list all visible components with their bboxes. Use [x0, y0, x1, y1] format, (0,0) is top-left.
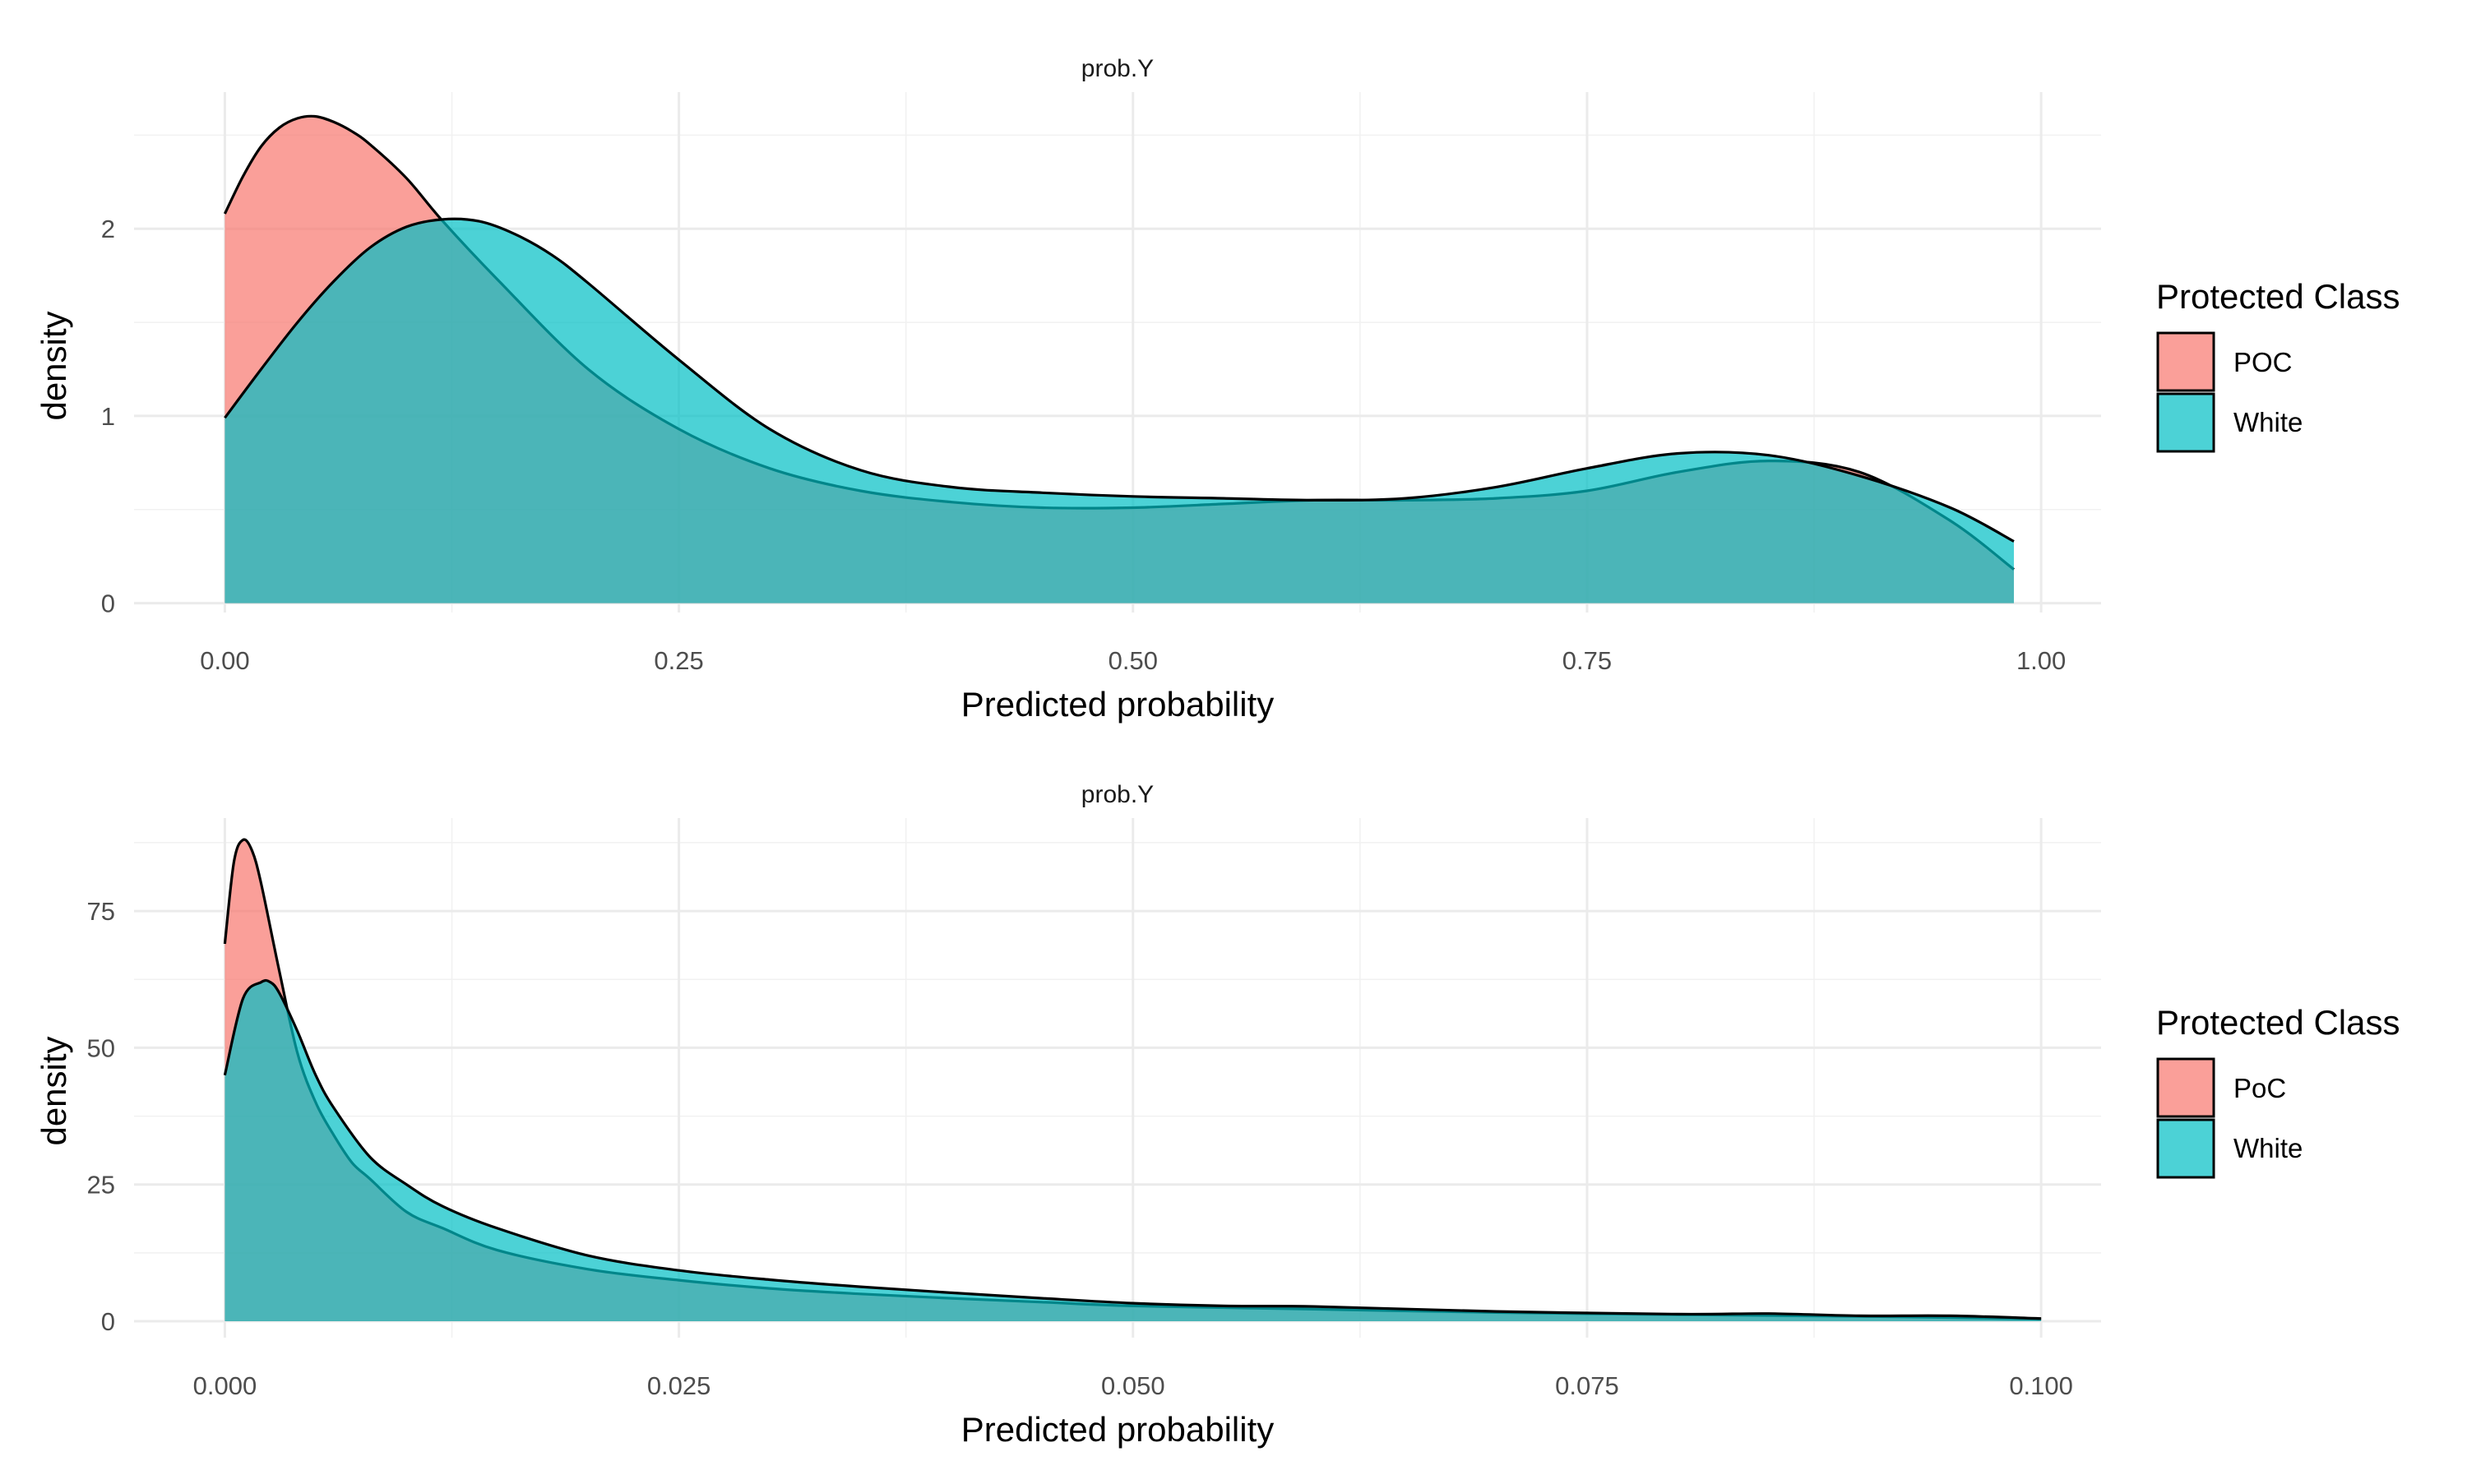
- y-tick-label: 25: [87, 1171, 115, 1200]
- density-area-white: [224, 219, 2015, 603]
- y-tick-label: 2: [101, 215, 115, 243]
- y-tick-labels: 0 1 2: [101, 215, 115, 617]
- legend-key-poc: [2156, 331, 2215, 392]
- legend-key-white: [2156, 392, 2215, 453]
- x-tick-label: 0.050: [1101, 1371, 1165, 1400]
- x-tick-labels: 0.000 0.025 0.050 0.075 0.100: [193, 1371, 2073, 1400]
- y-tick-label: 0: [101, 589, 115, 618]
- panel-bottom: prob.Y 0 25 50 75 0.000 0.025 0.050 0.075 0.100…: [35, 781, 2400, 1449]
- x-tick-label: 1.00: [2016, 646, 2066, 675]
- y-tick-label: 1: [101, 402, 115, 431]
- legend-label-poc: PoC: [2233, 1073, 2286, 1103]
- legend-label-poc: POC: [2233, 347, 2293, 377]
- x-tick-label: 0.00: [200, 646, 249, 675]
- legend-title: Protected Class: [2156, 1003, 2400, 1042]
- legend-key-white: [2156, 1118, 2215, 1179]
- y-tick-labels: 0 25 50 75: [87, 897, 115, 1336]
- density-line-white: [223, 978, 2042, 1320]
- x-axis-title: Predicted probability: [961, 1410, 1275, 1449]
- x-axis-title: Predicted probability: [961, 685, 1275, 724]
- x-tick-label: 0.025: [647, 1371, 711, 1400]
- legend-label-white: White: [2233, 407, 2303, 437]
- x-tick-label: 0.25: [654, 646, 703, 675]
- x-tick-label: 0.100: [2009, 1371, 2073, 1400]
- strip-title: prob.Y: [1081, 55, 1154, 82]
- strip-title: prob.Y: [1081, 781, 1154, 808]
- x-tick-label: 0.50: [1109, 646, 1158, 675]
- legend-label-white: White: [2233, 1133, 2303, 1163]
- y-tick-label: 75: [87, 897, 115, 926]
- x-tick-label: 0.000: [193, 1371, 257, 1400]
- y-axis-title: density: [35, 1036, 73, 1145]
- y-tick-label: 0: [101, 1307, 115, 1336]
- legend-key-poc: [2156, 1057, 2215, 1118]
- density-line-white: [224, 217, 2015, 543]
- x-tick-label: 0.075: [1555, 1371, 1619, 1400]
- x-tick-label: 0.75: [1562, 646, 1612, 675]
- series-layer: [223, 838, 2042, 1321]
- series-layer: [223, 114, 2015, 603]
- legend: Protected Class PoC White: [2156, 1003, 2400, 1179]
- legend: Protected Class POC White: [2156, 277, 2400, 453]
- density-area-white: [224, 980, 2042, 1321]
- legend-title: Protected Class: [2156, 277, 2400, 316]
- y-axis-title: density: [35, 311, 73, 420]
- panel-top: prob.Y 0 1 2 0.00 0.25 0.50 0.75 1.00 Predicte…: [35, 55, 2400, 724]
- grid: [134, 818, 2101, 1338]
- y-tick-label: 50: [87, 1033, 115, 1062]
- x-tick-labels: 0.00 0.25 0.50 0.75 1.00: [200, 646, 2066, 675]
